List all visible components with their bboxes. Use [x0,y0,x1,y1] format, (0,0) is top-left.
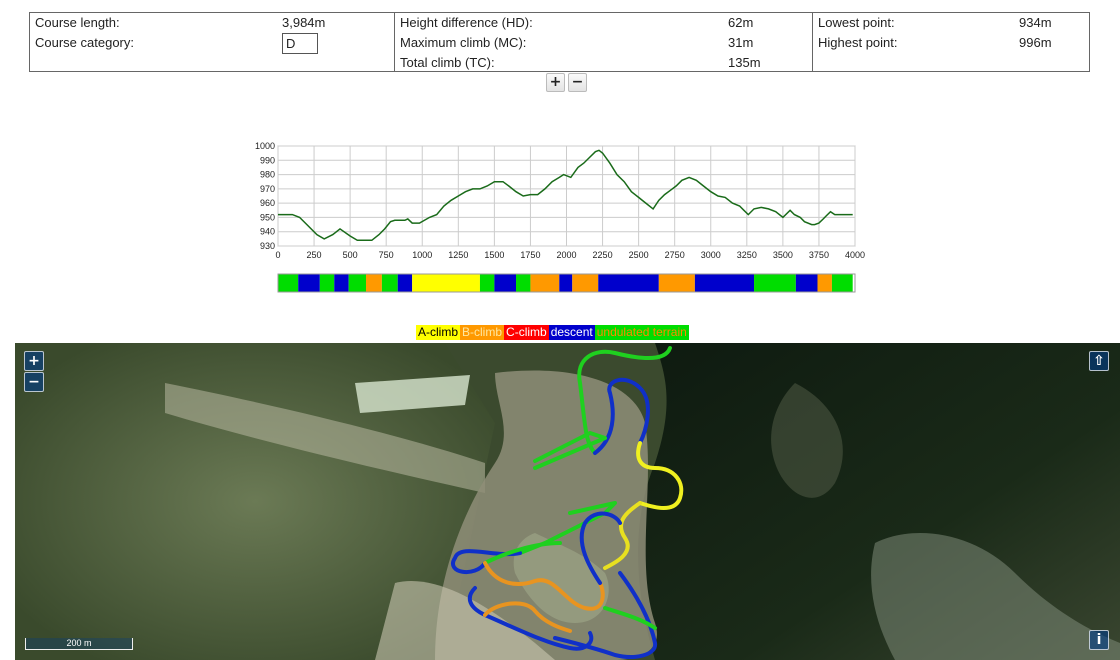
x-tick-label: 750 [379,250,394,260]
terrain-segment-b-climb [817,274,832,292]
course-category-input[interactable] [282,33,318,54]
terrain-segment-undulated [479,274,495,292]
course-length-label: Course length: [35,15,120,30]
terrain-segment-undulated [319,274,335,292]
y-tick-label: 950 [260,212,275,222]
lowest-point-row: Lowest point: 934m [818,14,1089,34]
terrain-segment-a-climb [412,274,480,292]
legend-descent: descent [548,325,595,340]
y-tick-label: 930 [260,241,275,251]
height-difference-label: Height difference (HD): [400,15,533,30]
profile-zoom-in-button[interactable]: + [546,73,565,92]
terrain-segment-descent [694,274,755,292]
terrain-segment-undulated [348,274,366,292]
aerial-imagery[interactable] [15,343,1120,660]
terrain-segment-undulated [278,274,299,292]
y-tick-label: 960 [260,198,275,208]
terrain-segment-b-climb [658,274,695,292]
x-tick-label: 0 [275,250,280,260]
x-tick-label: 250 [307,250,322,260]
x-tick-label: 3500 [773,250,793,260]
terrain-segment-descent [494,274,517,292]
terrain-segment-descent [559,274,573,292]
x-tick-label: 1500 [484,250,504,260]
x-tick-label: 3750 [809,250,829,260]
y-tick-label: 940 [260,227,275,237]
legend-c-climb: C-climb [504,325,549,340]
map-zoom-out-button[interactable]: − [24,372,44,392]
course-category-label: Course category: [35,35,134,50]
lowest-point-value: 934m [1019,15,1052,30]
terrain-legend: A-climb B-climb C-climb descent undulate… [416,325,689,340]
y-tick-label: 990 [260,155,275,165]
map-zoom-in-button[interactable]: + [24,351,44,371]
stats-column-length: Course length: 3,984m Course category: [30,13,395,71]
total-climb-label: Total climb (TC): [400,55,495,70]
stats-column-climb: Height difference (HD): 62m Maximum clim… [395,13,813,71]
y-tick-label: 1000 [255,141,275,151]
x-tick-label: 1000 [412,250,432,260]
scale-bar: 200 m [25,638,133,650]
lowest-point-label: Lowest point: [818,15,895,30]
height-difference-value: 62m [728,15,754,30]
terrain-segment-b-climb [530,274,560,292]
terrain-segment-b-climb [572,274,599,292]
x-tick-label: 1750 [520,250,540,260]
terrain-segment-descent [397,274,413,292]
course-map[interactable]: + − ⇧ i 200 m [15,343,1120,660]
legend-undulated-terrain: undulated terrain [594,325,689,340]
terrain-segment-descent [795,274,818,292]
x-tick-label: 500 [343,250,358,260]
x-tick-label: 4000 [845,250,865,260]
course-length-row: Course length: 3,984m [35,14,394,34]
maximum-climb-value: 31m [728,35,754,50]
terrain-bar-frame [277,273,856,293]
maximum-climb-row: Maximum climb (MC): 31m [400,34,812,54]
total-climb-row: Total climb (TC): 135m [400,54,812,74]
stats-column-elevation: Lowest point: 934m Highest point: 996m [813,13,1089,71]
y-tick-label: 970 [260,184,275,194]
profile-zoom-out-button[interactable]: − [568,73,587,92]
course-length-value: 3,984m [282,15,326,30]
maximum-climb-label: Maximum climb (MC): [400,35,527,50]
terrain-segment-b-climb [365,274,382,292]
info-icon[interactable]: i [1089,630,1109,650]
total-climb-value: 135m [728,55,761,70]
scale-label: 200 m [66,638,92,648]
terrain-segment-descent [334,274,349,292]
y-tick-label: 980 [260,170,275,180]
legend-a-climb: A-climb [416,325,461,340]
terrain-segment-descent [298,274,320,292]
x-tick-label: 2000 [556,250,576,260]
elevation-line [278,149,853,242]
terrain-segment-undulated [831,274,853,292]
x-tick-label: 3250 [737,250,757,260]
north-arrow-icon[interactable]: ⇧ [1089,351,1109,371]
highest-point-value: 996m [1019,35,1052,50]
terrain-segment-undulated [381,274,398,292]
x-tick-label: 1250 [448,250,468,260]
course-category-row: Course category: [35,33,394,54]
terrain-segment-undulated [516,274,531,292]
course-stats-table: Course length: 3,984m Course category: H… [29,12,1090,72]
highest-point-row: Highest point: 996m [818,34,1089,54]
elevation-profile-chart: 0 250 500 750 1000 1250 1500 1750 2000 2250 2500 27… [255,141,865,293]
terrain-segment-undulated [754,274,796,292]
x-tick-label: 2250 [593,250,613,260]
x-tick-label: 3000 [701,250,721,260]
x-tick-label: 2500 [629,250,649,260]
legend-b-climb: B-climb [460,325,505,340]
x-tick-label: 2750 [665,250,685,260]
height-difference-row: Height difference (HD): 62m [400,14,812,34]
terrain-segment-descent [598,274,659,292]
highest-point-label: Highest point: [818,35,898,50]
